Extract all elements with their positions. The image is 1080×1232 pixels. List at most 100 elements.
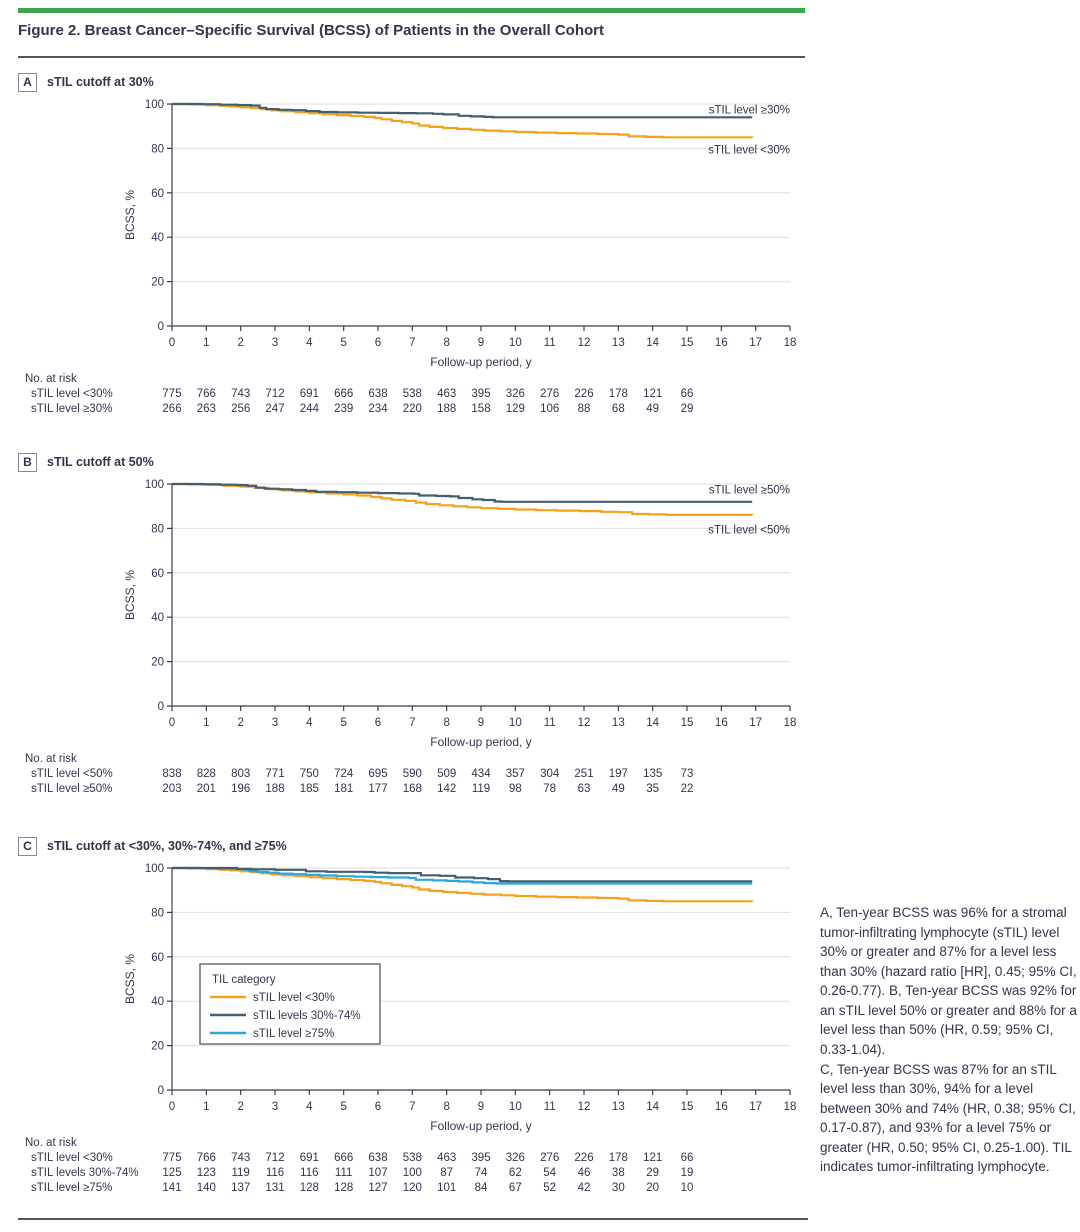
at-risk-value: 135: [643, 768, 662, 780]
at-risk-value: 266: [162, 403, 181, 415]
at-risk-value: 63: [578, 783, 591, 795]
figure-caption: A, Ten-year BCSS was 96% for a stromal t…: [820, 905, 1077, 1175]
curve-end-label: sTIL level <30%: [708, 145, 790, 157]
at-risk-value: 203: [162, 783, 181, 795]
at-risk-value: 68: [612, 403, 625, 415]
svg-text:40: 40: [151, 996, 164, 1008]
at-risk-value: 803: [231, 768, 250, 780]
svg-text:6: 6: [375, 337, 381, 349]
survival-curve: [172, 866, 753, 883]
x-axis-title: Follow-up period, y: [430, 735, 531, 749]
panel-c: C sTIL cutoff at <30%, 30%-74%, and ≥75%…: [0, 834, 810, 1200]
svg-text:6: 6: [375, 1101, 381, 1113]
svg-text:14: 14: [646, 717, 659, 729]
legend: TIL category sTIL level <30% sTIL levels 3…: [199, 963, 381, 1045]
at-risk-value: 66: [681, 388, 694, 400]
panel-b-header: B sTIL cutoff at 50%: [0, 450, 810, 474]
svg-text:13: 13: [612, 1101, 625, 1113]
svg-text:12: 12: [578, 1101, 591, 1113]
at-risk-value: 188: [437, 403, 456, 415]
at-risk-value: 140: [197, 1182, 216, 1194]
svg-text:2: 2: [237, 717, 243, 729]
panel-a: A sTIL cutoff at 30% 0 20 40 60 80 100 0 1 2 3 4 5 6…: [0, 70, 810, 420]
at-risk-value: 326: [506, 1152, 525, 1164]
svg-text:10: 10: [509, 1101, 522, 1113]
at-risk-value: 201: [197, 783, 216, 795]
svg-text:4: 4: [306, 1101, 313, 1113]
x-axis-title: Follow-up period, y: [430, 355, 531, 369]
legend-entry-label: sTIL level <30%: [253, 992, 335, 1004]
svg-text:3: 3: [272, 337, 278, 349]
at-risk-value: 691: [300, 1152, 319, 1164]
at-risk-value: 54: [543, 1167, 556, 1179]
svg-text:80: 80: [151, 523, 164, 535]
at-risk-value: 127: [368, 1182, 387, 1194]
bottom-divider: [18, 1218, 808, 1220]
svg-text:5: 5: [340, 717, 346, 729]
gridlines: [172, 103, 790, 283]
at-risk-value: 638: [368, 1152, 387, 1164]
at-risk-value: 84: [475, 1182, 488, 1194]
x-axis-title: Follow-up period, y: [430, 1119, 531, 1133]
at-risk-value: 724: [334, 768, 354, 780]
at-risk-row-label: sTIL levels 30%-74%: [31, 1167, 139, 1179]
at-risk-value: 46: [578, 1167, 591, 1179]
svg-text:11: 11: [544, 1101, 556, 1113]
at-risk-value: 106: [540, 403, 559, 415]
at-risk-value: 125: [162, 1167, 181, 1179]
at-risk-value: 116: [266, 1167, 284, 1179]
svg-text:12: 12: [578, 337, 591, 349]
at-risk-value: 119: [231, 1167, 249, 1179]
legend-entry-label: sTIL levels 30%-74%: [253, 1010, 361, 1022]
at-risk-value: 22: [681, 783, 694, 795]
panel-c-letter-badge: C: [18, 836, 37, 856]
curve-end-label: sTIL level <50%: [708, 525, 790, 537]
at-risk-value: 743: [231, 1152, 250, 1164]
svg-text:20: 20: [151, 277, 164, 289]
at-risk-value: 538: [403, 388, 422, 400]
panel-a-letter-badge: A: [18, 72, 37, 92]
svg-text:80: 80: [151, 143, 164, 155]
svg-text:0: 0: [169, 1101, 175, 1113]
svg-text:10: 10: [509, 717, 522, 729]
survival-curve: [172, 482, 753, 503]
at-risk-value: 304: [540, 768, 560, 780]
at-risk-value: 88: [578, 403, 591, 415]
at-risk-value: 196: [231, 783, 250, 795]
curve-end-label: sTIL level ≥50%: [709, 485, 790, 497]
at-risk-value: 87: [440, 1167, 453, 1179]
at-risk-value: 538: [403, 1152, 422, 1164]
panel-b: B sTIL cutoff at 50% 0 20 40 60 80 100 0 1 2 3 4 5 6…: [0, 450, 810, 800]
at-risk-value: 128: [334, 1182, 353, 1194]
svg-text:13: 13: [612, 717, 625, 729]
at-risk-value: 181: [334, 783, 353, 795]
svg-text:60: 60: [151, 188, 164, 200]
at-risk-value: 121: [643, 388, 662, 400]
svg-text:100: 100: [145, 99, 164, 111]
svg-text:18: 18: [784, 1101, 797, 1113]
svg-text:3: 3: [272, 717, 278, 729]
legend-entry-label: sTIL level ≥75%: [253, 1028, 334, 1040]
panel-a-header: A sTIL cutoff at 30%: [0, 70, 810, 94]
at-risk-value: 509: [437, 768, 456, 780]
y-axis-title: BCSS, %: [123, 954, 137, 1004]
at-risk-value: 828: [197, 768, 216, 780]
svg-text:8: 8: [443, 1101, 449, 1113]
panel-b-letter-badge: B: [18, 452, 37, 472]
svg-text:15: 15: [681, 337, 694, 349]
svg-text:20: 20: [151, 1041, 164, 1053]
at-risk-value: 276: [540, 388, 559, 400]
survival-curve: [172, 102, 753, 119]
svg-text:0: 0: [158, 701, 164, 713]
at-risk-row-label: sTIL level ≥75%: [31, 1182, 112, 1194]
figure-title: Figure 2. Breast Cancer–Specific Surviva…: [18, 22, 604, 39]
svg-text:0: 0: [169, 717, 175, 729]
at-risk-value: 158: [471, 403, 490, 415]
at-risk-value: 142: [437, 783, 456, 795]
at-risk-value: 62: [509, 1167, 522, 1179]
at-risk-value: 590: [403, 768, 422, 780]
svg-text:17: 17: [749, 717, 762, 729]
